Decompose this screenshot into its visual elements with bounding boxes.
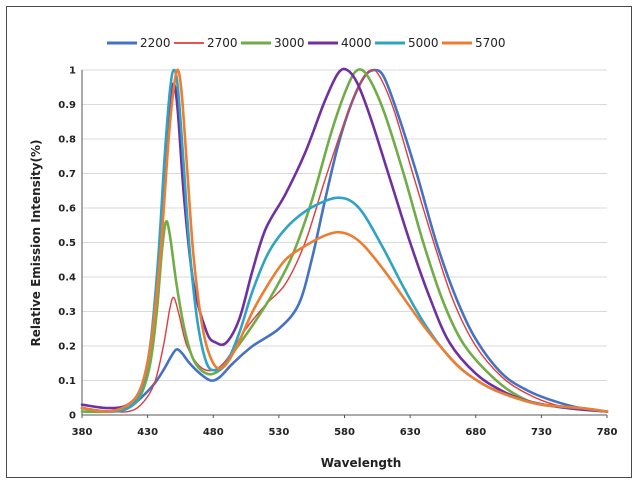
x-tick-label: 680 <box>465 427 486 438</box>
legend-label-5000: 5000 <box>408 36 439 50</box>
y-tick-label: 0.5 <box>58 238 76 249</box>
legend-label-5700: 5700 <box>475 36 506 50</box>
y-tick-label: 0.7 <box>58 169 76 180</box>
legend: 2200 2700 3000 4000 5000 5700 <box>107 36 506 50</box>
x-axis-title: Wavelength <box>321 456 402 470</box>
series-line-2200 <box>80 68 609 413</box>
x-tick-label: 530 <box>268 427 289 438</box>
series-line-5700 <box>80 68 609 413</box>
y-tick-label: 1 <box>69 66 76 77</box>
x-tick-label: 730 <box>531 427 552 438</box>
emission-spectrum-chart: 0 0.1 0.2 0.3 0.4 0.5 0.6 0.7 0.8 0.9 1 380 430 480 53… <box>29 36 617 470</box>
axes <box>81 70 608 418</box>
y-tick-label: 0.2 <box>58 342 76 353</box>
x-tick-label: 580 <box>334 427 355 438</box>
y-tick-label: 0.8 <box>58 135 76 146</box>
y-tick-label: 0.9 <box>58 100 76 111</box>
legend-label-4000: 4000 <box>341 36 372 50</box>
series-line-3000 <box>80 68 609 414</box>
y-tick-label: 0 <box>69 411 76 422</box>
y-tick-label: 0.3 <box>58 307 76 318</box>
x-tick-label: 430 <box>137 427 158 438</box>
y-tick-label: 0.4 <box>58 273 76 284</box>
legend-label-2200: 2200 <box>140 36 171 50</box>
y-tick-label: 0.1 <box>58 376 76 387</box>
series-line-2700 <box>81 68 608 413</box>
x-tick-label: 630 <box>400 427 421 438</box>
x-tick-label: 480 <box>203 427 224 438</box>
legend-label-3000: 3000 <box>274 36 305 50</box>
legend-label-2700: 2700 <box>207 36 238 50</box>
y-axis-title: Relative Emission Intensity(%) <box>29 140 43 347</box>
y-tick-label: 0.6 <box>58 204 76 215</box>
x-tick-label: 380 <box>72 427 93 438</box>
series-lines <box>80 67 609 414</box>
tick-labels: 0 0.1 0.2 0.3 0.4 0.5 0.6 0.7 0.8 0.9 1 380 430 480 53… <box>58 66 617 439</box>
x-tick-label: 780 <box>597 427 618 438</box>
chart-frame: 0 0.1 0.2 0.3 0.4 0.5 0.6 0.7 0.8 0.9 1 380 430 480 53… <box>6 6 632 478</box>
